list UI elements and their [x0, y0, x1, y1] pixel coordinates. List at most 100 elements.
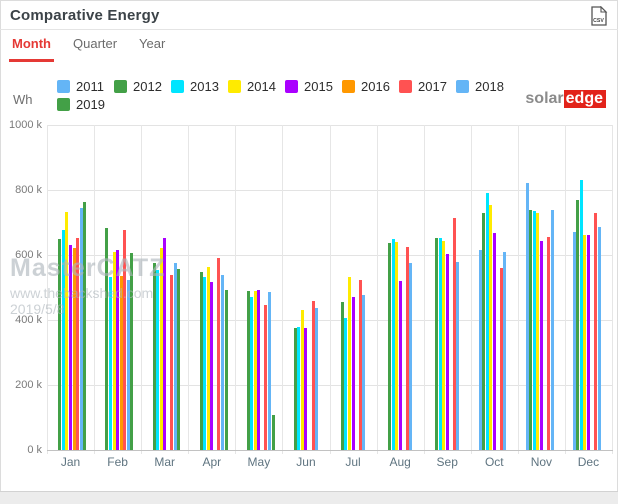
bar-dec-2017 — [594, 213, 598, 450]
legend-swatch-2018 — [456, 79, 469, 93]
bar-dec-2015 — [586, 234, 590, 450]
bar-jul-2015 — [351, 296, 355, 450]
x-gridline — [94, 125, 96, 454]
bar-feb-2016 — [119, 275, 123, 450]
bar-mar-2014 — [159, 248, 163, 450]
bar-aug-2014 — [395, 242, 399, 450]
svg-text:CSV: CSV — [593, 18, 604, 24]
bar-jun-2015 — [304, 328, 308, 450]
bar-may-2014 — [253, 290, 257, 450]
bar-sep-2014 — [442, 241, 446, 450]
bar-nov-2018 — [550, 209, 554, 450]
legend-item-2014[interactable]: 2014 — [228, 77, 285, 95]
csv-download-button[interactable]: CSV — [590, 5, 608, 26]
x-axis-label-dec: Dec — [577, 455, 600, 469]
x-gridline — [188, 125, 190, 454]
bar-apr-2013 — [203, 276, 207, 450]
bar-dec-2014 — [583, 234, 587, 450]
bar-feb-2013 — [109, 277, 112, 450]
x-axis-label-oct: Oct — [484, 455, 504, 469]
bar-may-2018 — [268, 291, 272, 450]
bar-may-2012 — [246, 291, 250, 450]
legend-label: 2018 — [475, 78, 504, 94]
x-axis-label-aug: Aug — [389, 455, 411, 469]
bar-jun-2013 — [297, 326, 301, 450]
legend-label: 2017 — [418, 78, 447, 94]
solaredge-logo: solar edge — [525, 90, 606, 108]
bar-aug-2012 — [387, 243, 391, 450]
legend-swatch-2016 — [342, 79, 355, 93]
bar-apr-2017 — [217, 258, 221, 450]
bar-jul-2013 — [344, 318, 348, 450]
x-axis-label-sep: Sep — [436, 455, 458, 469]
bar-nov-2015 — [539, 240, 543, 450]
bar-jan-2015 — [69, 244, 73, 450]
legend-label: 2015 — [304, 78, 333, 94]
tab-year[interactable]: Year — [139, 36, 166, 51]
bar-nov-2017 — [546, 236, 550, 450]
bar-oct-2012 — [482, 213, 486, 450]
bar-jan-2016 — [72, 247, 76, 450]
bar-jan-2013 — [61, 229, 65, 450]
bar-feb-2019 — [130, 252, 134, 450]
legend-item-2011[interactable]: 2011 — [57, 77, 114, 95]
bar-jul-2012 — [340, 301, 344, 450]
logo-text-solar: solar — [525, 90, 564, 107]
bar-mar-2019 — [177, 268, 181, 450]
y-axis-unit-label: Wh — [13, 92, 33, 107]
x-axis-label-jun: Jun — [296, 455, 316, 469]
bar-oct-2017 — [499, 268, 503, 450]
x-axis-line — [47, 450, 613, 451]
legend-swatch-2013 — [171, 79, 184, 93]
x-gridline — [612, 125, 613, 454]
legend-item-2018[interactable]: 2018 — [456, 77, 513, 95]
tab-quarter[interactable]: Quarter — [73, 36, 118, 51]
x-gridline — [423, 125, 425, 454]
legend-item-2017[interactable]: 2017 — [399, 77, 456, 95]
legend-item-2013[interactable]: 2013 — [171, 77, 228, 95]
bar-apr-2015 — [210, 281, 214, 450]
legend-item-2019[interactable]: 2019 — [57, 95, 114, 113]
bar-sep-2015 — [445, 254, 449, 450]
bar-apr-2018 — [220, 274, 224, 450]
x-gridline — [282, 125, 284, 454]
bar-sep-2018 — [456, 261, 460, 450]
y-axis-tick-label: 400 k — [15, 314, 42, 326]
bar-aug-2015 — [398, 281, 402, 450]
x-axis-label-apr: Apr — [202, 455, 222, 469]
bar-feb-2014 — [112, 251, 116, 450]
y-axis-tick-label: 1000 k — [8, 119, 42, 131]
bar-feb-2017 — [123, 230, 127, 450]
bar-feb-2012 — [105, 228, 109, 450]
legend-swatch-2015 — [285, 79, 298, 93]
x-gridline — [470, 125, 472, 454]
bar-mar-2017 — [170, 275, 174, 450]
x-axis-label-may: May — [247, 455, 271, 469]
bar-dec-2018 — [597, 226, 601, 450]
bar-dec-2013 — [579, 179, 583, 450]
bar-aug-2018 — [409, 263, 413, 450]
bar-mar-2012 — [152, 263, 156, 450]
bar-oct-2014 — [489, 204, 493, 450]
chart-legend: 2011 2012 2013 2014 2015 2016 2017 2018 2019 — [57, 77, 519, 113]
bar-oct-2018 — [503, 251, 507, 450]
bar-feb-2018 — [126, 280, 130, 450]
bar-apr-2012 — [199, 271, 203, 450]
tab-month[interactable]: Month — [9, 31, 54, 62]
legend-swatch-2019 — [57, 97, 70, 111]
bottom-bar — [0, 491, 618, 504]
legend-item-2012[interactable]: 2012 — [114, 77, 171, 95]
legend-swatch-2012 — [114, 79, 127, 93]
bar-jul-2017 — [358, 280, 362, 450]
bar-nov-2011 — [525, 183, 529, 450]
legend-item-2015[interactable]: 2015 — [285, 77, 342, 95]
bar-jan-2018 — [79, 207, 83, 450]
bar-jun-2018 — [315, 308, 319, 450]
x-gridline — [517, 125, 519, 454]
bar-dec-2012 — [576, 200, 580, 450]
x-gridline — [564, 125, 566, 454]
legend-item-2016[interactable]: 2016 — [342, 77, 399, 95]
logo-text-edge: edge — [563, 90, 606, 108]
csv-file-icon: CSV — [591, 5, 608, 26]
legend-label: 2014 — [247, 78, 276, 94]
